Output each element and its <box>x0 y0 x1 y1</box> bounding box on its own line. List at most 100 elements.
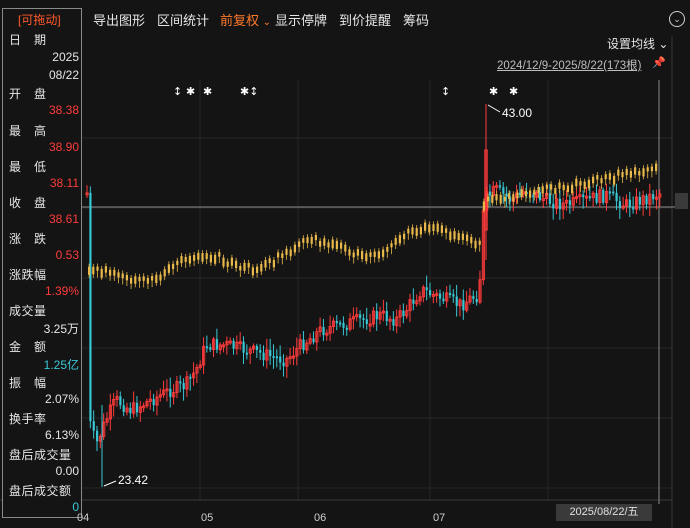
candle-body-up <box>212 338 216 351</box>
candle-body-down <box>602 189 605 203</box>
candle-body-down <box>179 381 182 384</box>
candle-body-down <box>652 194 655 200</box>
expand-icon[interactable]: ⌄ <box>669 11 685 27</box>
candle-body-up <box>148 398 152 402</box>
date-label: 日 期 <box>9 33 47 47</box>
candle-body-down <box>455 296 458 306</box>
candle-body-down <box>189 376 192 379</box>
candle-body-up <box>418 296 422 302</box>
price-alert-button[interactable]: 到价提醒 <box>339 13 392 28</box>
candle-body-up <box>252 345 256 350</box>
change-value: 0.53 <box>55 248 79 262</box>
x-label-04: 04 <box>77 512 90 524</box>
candle-body-down <box>242 341 245 353</box>
candle-body-up <box>458 299 462 307</box>
pct-change-label: 涨跌幅 <box>9 268 47 282</box>
candle-body-down <box>608 191 612 194</box>
range-stats-button[interactable]: 区间统计 <box>157 13 210 28</box>
candle-body-up <box>145 400 149 407</box>
candle-body-up <box>292 355 296 359</box>
candle-body-up <box>654 196 659 200</box>
candle-body-down <box>498 185 502 188</box>
candle-body-up <box>318 326 322 333</box>
chevron-down-icon: ⌄ <box>262 17 272 28</box>
candle-body-up <box>155 396 159 406</box>
candle-body-up <box>192 372 196 379</box>
candle-body-down <box>425 287 428 291</box>
candle-body-down <box>588 196 592 199</box>
candle-body-up <box>641 195 645 206</box>
chips-button[interactable]: 筹码 <box>403 13 430 28</box>
candle-body-down <box>392 319 395 326</box>
candle-body-up <box>248 348 252 354</box>
min-price-label: 23.42 <box>118 473 148 487</box>
candle-body-up <box>202 345 206 366</box>
adjust-mode-dropdown[interactable]: 前复权 ⌄ <box>220 10 271 29</box>
change-label: 涨 跌 <box>9 232 47 246</box>
candle-body-down <box>448 292 452 295</box>
candle-body-down <box>532 195 535 198</box>
event-marker-icon: ↕ <box>173 85 182 98</box>
close-label: 收 盘 <box>9 196 47 210</box>
event-marker-icon: ✱ <box>489 85 498 98</box>
candle-body-down <box>552 203 555 209</box>
candle-body-up <box>578 194 582 198</box>
drag-badge[interactable]: [可拖动] <box>18 13 61 27</box>
event-marker-icon: ✱ <box>509 85 518 98</box>
candle-body-up <box>162 389 166 396</box>
pct-change-value: 1.39% <box>44 284 79 298</box>
candle-body-up <box>484 149 488 231</box>
candle-body-up <box>328 326 332 334</box>
candle-body-up <box>658 193 662 198</box>
after-hours-amount-value: 0 <box>72 500 79 514</box>
candle-body-up <box>102 421 106 437</box>
candle-body-down <box>558 198 562 210</box>
candle-body-down <box>548 193 552 204</box>
candle-body-up <box>388 318 392 322</box>
candle-body-up <box>165 388 169 392</box>
x-label-07: 07 <box>433 512 446 524</box>
export-chart-button[interactable]: 导出图形 <box>93 13 146 28</box>
date-range-label[interactable]: 2024/12/9-2025/8/22(173根) <box>497 60 642 72</box>
candle-body-up <box>265 349 269 361</box>
candle-body-up <box>158 394 162 398</box>
candle-body-down <box>615 192 618 202</box>
pin-icon[interactable]: 📌 <box>652 57 666 69</box>
candle-body-down <box>92 421 95 431</box>
toolbar: 导出图形 区间统计 前复权 ⌄ 显示停牌 到价提醒 筹码 ⌄ <box>0 0 690 36</box>
candle-body-down <box>645 195 648 205</box>
candle-body-down <box>335 321 338 324</box>
candle-body-down <box>272 356 275 359</box>
candle-body-up <box>435 293 439 297</box>
candle-body-down <box>152 399 155 406</box>
amount-value: 1.25亿 <box>43 358 79 372</box>
candle-body-down <box>362 318 365 321</box>
candle-body-down <box>365 319 368 324</box>
candle-body-down <box>442 298 445 302</box>
candle-body-down <box>282 362 285 367</box>
candle-body-down <box>205 346 209 349</box>
candle-body-up <box>175 380 179 394</box>
show-suspend-button[interactable]: 显示停牌 <box>275 13 328 28</box>
event-marker-icon: ↕ <box>441 85 450 98</box>
candle-body-down <box>475 298 478 303</box>
candle-body-down <box>472 296 475 299</box>
candle-body-up <box>421 286 425 298</box>
candle-body-up <box>598 189 602 203</box>
candle-body-up <box>621 205 625 209</box>
candle-body-down <box>385 311 388 321</box>
candle-body-down <box>618 201 621 209</box>
candle-body-down <box>518 192 522 195</box>
ma-settings-dropdown[interactable]: 设置均线 ⌄ <box>607 37 669 51</box>
candle-body-down <box>462 299 465 311</box>
quote-info-panel[interactable]: 日 期 2025 08/22 开 盘 38.38 最 高 38.90 最 低 3… <box>2 8 82 518</box>
candle-body-down <box>95 430 99 442</box>
candle-body-up <box>172 392 176 398</box>
candle-body-up <box>351 316 356 320</box>
date-monthday: 08/22 <box>48 68 79 82</box>
candle-body-down <box>312 338 315 343</box>
event-marker-icon: ✱ <box>186 85 195 98</box>
turnover-label: 换手率 <box>9 412 47 426</box>
after-hours-amount-label: 盘后成交额 <box>9 484 72 498</box>
